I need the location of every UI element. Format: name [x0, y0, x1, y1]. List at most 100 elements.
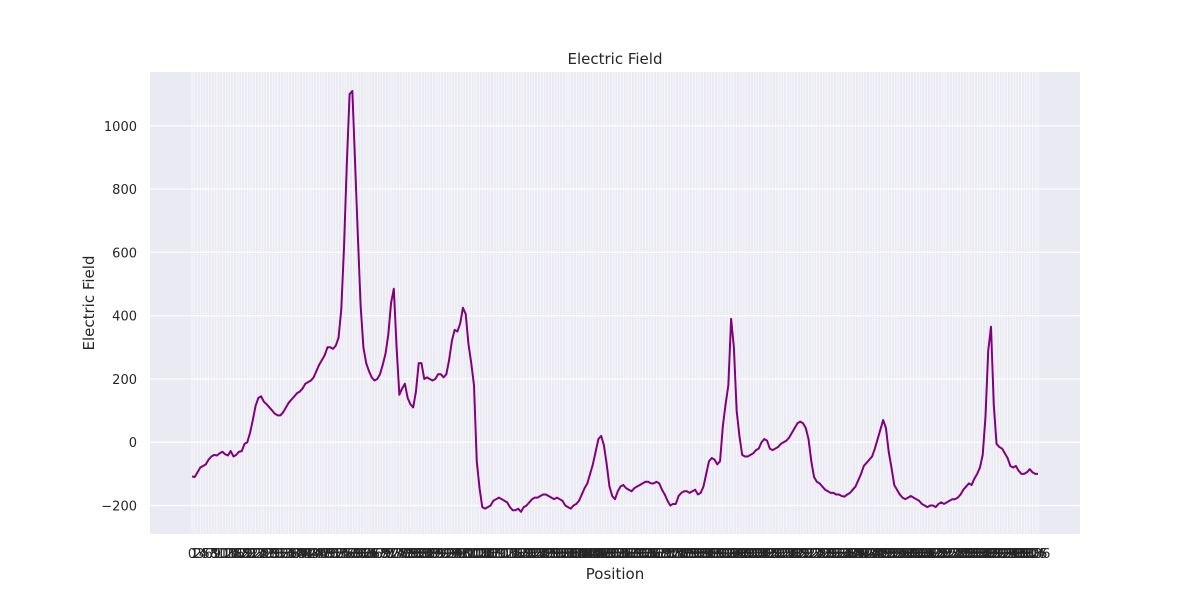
x-tick-label: 210	[760, 547, 785, 562]
x-tick-label: 15	[225, 547, 242, 562]
x-tick-label: 17	[231, 547, 248, 562]
x-tick-label: 109	[481, 547, 506, 562]
x-tick-label: 137	[558, 547, 583, 562]
x-tick-label: 188	[699, 547, 724, 562]
x-tick-label: 295	[995, 547, 1020, 562]
x-tick-label: 3	[196, 547, 204, 562]
x-tick-label: 306	[1026, 547, 1051, 562]
x-tick-label: 114	[495, 547, 520, 562]
x-tick-label: 22	[245, 547, 262, 562]
x-tick-label: 42	[300, 547, 317, 562]
x-tick-label: 93	[441, 547, 458, 562]
x-tick-label: 297	[1001, 547, 1026, 562]
x-tick-label: 196	[721, 547, 746, 562]
x-tick-label: 143	[575, 547, 600, 562]
x-tick-label: 98	[455, 547, 472, 562]
x-tick-label: 31	[269, 547, 286, 562]
x-tick-label: 107	[475, 547, 500, 562]
x-tick-label: 24	[250, 547, 267, 562]
x-tick-label: 256	[887, 547, 912, 562]
x-tick-label: 60	[350, 547, 367, 562]
x-tick-label: 205	[746, 547, 771, 562]
x-tick-label: 28	[261, 547, 278, 562]
y-axis-ticks: −200 0 200 400 600 800 1000	[101, 120, 137, 515]
x-tick-label: 173	[658, 547, 683, 562]
x-tick-label: 191	[708, 547, 733, 562]
x-tick-label: 190	[705, 547, 730, 562]
x-tick-label: 241	[846, 547, 871, 562]
x-tick-label: 302	[1015, 547, 1040, 562]
x-tick-label: 113	[492, 547, 517, 562]
y-tick-label: 600	[112, 246, 137, 261]
x-tick-label: 40	[294, 547, 311, 562]
x-tick-label: 269	[923, 547, 948, 562]
x-tick-label: 292	[987, 547, 1012, 562]
x-tick-label: 142	[572, 547, 597, 562]
x-tick-label: 83	[413, 547, 430, 562]
x-tick-label: 51	[325, 547, 342, 562]
x-tick-label: 157	[614, 547, 639, 562]
x-tick-label: 89	[430, 547, 447, 562]
x-tick-label: 68	[372, 547, 389, 562]
x-tick-label: 92	[438, 547, 455, 562]
x-tick-label: 87	[424, 547, 441, 562]
x-tick-label: 258	[893, 547, 918, 562]
x-tick-label: 207	[752, 547, 777, 562]
x-tick-label: 250	[871, 547, 896, 562]
x-tick-label: 170	[650, 547, 675, 562]
x-tick-label: 144	[578, 547, 603, 562]
x-tick-label: 237	[835, 547, 860, 562]
x-axis-ticks: 0123456789101112131415161718192021222324…	[188, 547, 1051, 562]
x-tick-label: 79	[402, 547, 419, 562]
x-tick-label: 136	[556, 547, 581, 562]
x-tick-label: 148	[589, 547, 614, 562]
x-tick-label: 64	[361, 547, 378, 562]
x-tick-label: 80	[405, 547, 422, 562]
x-tick-label: 126	[528, 547, 553, 562]
y-tick-label: −200	[101, 500, 137, 515]
x-tick-label: 65	[363, 547, 380, 562]
x-tick-label: 209	[757, 547, 782, 562]
x-tick-label: 198	[727, 547, 752, 562]
x-tick-label: 282	[959, 547, 984, 562]
x-tick-label: 203	[741, 547, 766, 562]
x-tick-label: 298	[1003, 547, 1028, 562]
x-tick-label: 132	[545, 547, 570, 562]
x-tick-label: 139	[564, 547, 589, 562]
x-tick-label: 303	[1017, 547, 1042, 562]
x-tick-label: 180	[677, 547, 702, 562]
x-tick-label: 154	[605, 547, 630, 562]
x-tick-label: 261	[901, 547, 926, 562]
x-tick-label: 171	[652, 547, 677, 562]
x-tick-label: 13	[220, 547, 237, 562]
x-tick-label: 45	[308, 547, 325, 562]
x-tick-label: 149	[592, 547, 617, 562]
x-tick-label: 101	[459, 547, 484, 562]
x-tick-label: 156	[611, 547, 636, 562]
x-tick-label: 128	[533, 547, 558, 562]
x-tick-label: 36	[283, 547, 300, 562]
x-tick-label: 138	[561, 547, 586, 562]
x-tick-label: 125	[525, 547, 550, 562]
x-tick-label: 74	[388, 547, 405, 562]
x-tick-label: 266	[915, 547, 940, 562]
x-tick-label: 300	[1009, 547, 1034, 562]
x-tick-label: 159	[619, 547, 644, 562]
x-tick-label: 278	[948, 547, 973, 562]
x-tick-label: 240	[843, 547, 868, 562]
x-tick-label: 70	[377, 547, 394, 562]
x-tick-label: 273	[934, 547, 959, 562]
x-tick-label: 260	[898, 547, 923, 562]
x-tick-label: 184	[688, 547, 713, 562]
x-tick-label: 257	[890, 547, 915, 562]
x-tick-label: 117	[503, 547, 528, 562]
x-tick-label: 212	[766, 547, 791, 562]
x-tick-label: 286	[970, 547, 995, 562]
x-tick-label: 270	[926, 547, 951, 562]
x-tick-label: 238	[838, 547, 863, 562]
x-tick-label: 155	[608, 547, 633, 562]
x-tick-label: 290	[981, 547, 1006, 562]
x-tick-label: 1	[191, 547, 199, 562]
x-tick-label: 135	[553, 547, 578, 562]
